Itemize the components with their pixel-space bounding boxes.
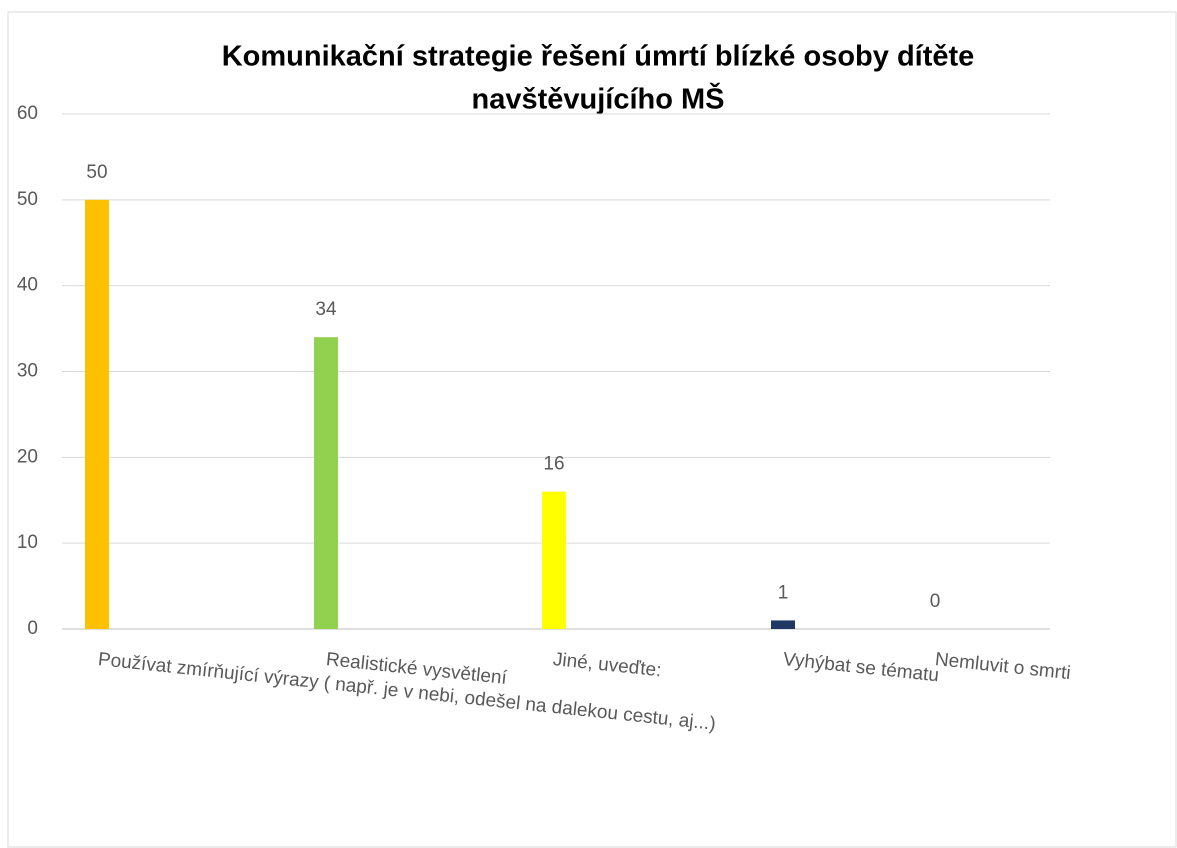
chart-title: navštěvujícího MŠ <box>471 82 724 116</box>
y-tick-label: 50 <box>17 189 38 210</box>
chart-title: Komunikační strategie řešení úmrtí blízk… <box>222 41 975 73</box>
y-tick-label: 20 <box>17 446 38 467</box>
bar <box>314 337 338 629</box>
data-label: 1 <box>778 582 789 603</box>
y-tick-label: 30 <box>17 361 38 382</box>
data-label: 16 <box>543 454 564 475</box>
bar <box>771 620 795 629</box>
data-label: 0 <box>930 591 941 612</box>
data-label: 50 <box>86 162 107 183</box>
chart-frame <box>7 11 1177 848</box>
data-label: 34 <box>315 299 337 320</box>
bar <box>542 491 566 629</box>
y-tick-label: 0 <box>27 618 38 639</box>
y-tick-label: 40 <box>17 275 38 296</box>
bar <box>85 199 109 630</box>
y-tick-label: 10 <box>17 532 38 553</box>
y-tick-label: 60 <box>17 103 38 124</box>
